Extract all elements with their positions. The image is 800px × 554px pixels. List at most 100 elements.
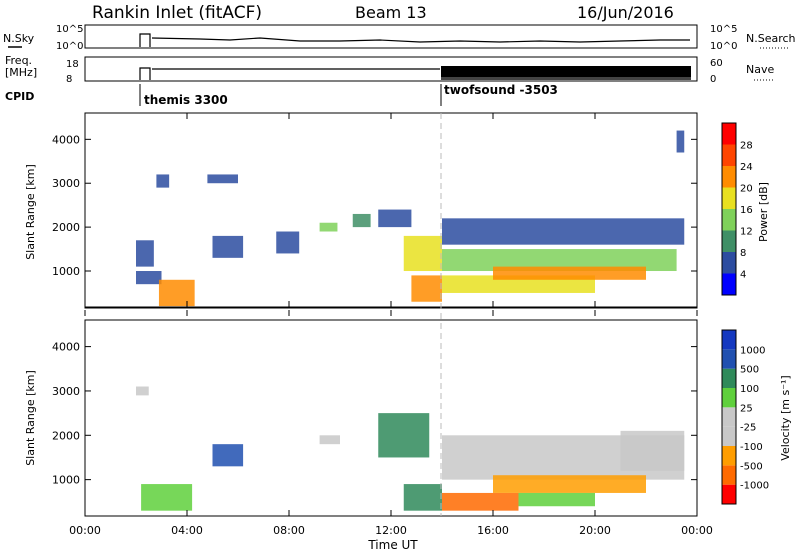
velocity-colorbar: 1000 500 100 25 -25 -100 -500 -1000 xyxy=(721,329,769,505)
x-tick-label: 16:00 xyxy=(477,524,509,537)
colorbar-swatch xyxy=(722,252,736,274)
colorbar-tick-label: 12 xyxy=(740,227,753,238)
heatmap-region xyxy=(518,492,595,507)
cpid-1: themis 3300 xyxy=(144,93,228,107)
heatmap-region xyxy=(319,435,340,445)
velocity-x-ticks: 00:00 04:00 08:00 12:00 16:00 20:00 00:00 xyxy=(69,113,713,537)
colorbar-swatch xyxy=(722,388,736,408)
date-label: 16/Jun/2016 xyxy=(577,3,674,22)
power-colorbar-label: Power [dB] xyxy=(757,182,770,242)
colorbar-tick-label: 8 xyxy=(740,248,746,259)
colorbar-frame xyxy=(721,122,737,296)
power-y-axis-label: Slant Range [km] xyxy=(24,164,37,260)
colorbar-tick-label: 500 xyxy=(740,365,759,376)
nsearch-tick-bottom: 10^0 xyxy=(710,41,737,52)
freq-label-1: Freq. xyxy=(5,54,32,67)
y-tick-label: 4000 xyxy=(52,341,80,354)
freq-tick-top: 18 xyxy=(66,59,79,70)
colorbar-tick-label: -1000 xyxy=(740,481,769,492)
freq-trace xyxy=(139,67,440,80)
freq-tick-bottom: 8 xyxy=(66,74,72,85)
nave-tick-top: 60 xyxy=(710,58,723,69)
nave-label: Nave xyxy=(746,63,774,76)
colorbar-swatch xyxy=(722,484,736,504)
freq-panel-frame xyxy=(84,56,698,82)
colorbar-tick-label: 28 xyxy=(740,141,753,152)
y-tick-label: 1000 xyxy=(52,265,80,278)
nsky-tick-top: 10^5 xyxy=(56,24,83,35)
heatmap-region xyxy=(442,218,685,245)
heatmap-region xyxy=(442,492,519,511)
cpid-label: CPID xyxy=(5,90,34,103)
heatmap-region xyxy=(403,484,442,511)
heatmap-region xyxy=(403,235,442,272)
x-tick-label: 12:00 xyxy=(375,524,407,537)
plot-title: Rankin Inlet (fitACF) xyxy=(92,3,262,23)
nave-dense-band xyxy=(441,66,691,77)
colorbar-swatch xyxy=(722,123,736,145)
y-tick-label: 4000 xyxy=(52,133,80,146)
heatmap-region xyxy=(136,271,162,285)
heatmap-region xyxy=(141,484,193,511)
nsearch-label: N.Search xyxy=(746,32,796,45)
x-tick-label: 00:00 xyxy=(681,524,713,537)
colorbar-swatch xyxy=(722,230,736,252)
x-tick-label: 00:00 xyxy=(69,524,101,537)
heatmap-region xyxy=(156,174,170,188)
colorbar-tick-label: -25 xyxy=(740,423,756,434)
colorbar-tick-label: 4 xyxy=(740,270,746,281)
nsky-tick-bottom: 10^0 xyxy=(56,41,83,52)
colorbar-tick-label: 25 xyxy=(740,403,753,414)
x-axis-label: Time UT xyxy=(367,538,418,552)
y-tick-label: 2000 xyxy=(52,221,80,234)
heatmap-region xyxy=(158,279,195,307)
heatmap-region xyxy=(676,130,685,153)
colorbar-frame xyxy=(721,329,737,505)
heatmap-region xyxy=(319,222,338,232)
velocity-y-axis-label: Slant Range [km] xyxy=(24,370,37,466)
heatmap-region xyxy=(136,240,154,267)
heatmap-region xyxy=(493,475,646,493)
colorbar-tick-label: 100 xyxy=(740,384,759,395)
colorbar-tick-label: -100 xyxy=(740,442,763,453)
colorbar-tick-label: 20 xyxy=(740,184,753,195)
heatmap-region xyxy=(493,266,646,280)
nsky-label: N.Sky xyxy=(3,32,35,45)
nsky-panel-frame xyxy=(84,24,698,49)
colorbar-tick-label: 1000 xyxy=(740,345,765,356)
beam-label: Beam 13 xyxy=(355,3,427,22)
colorbar-tick-label: 24 xyxy=(740,162,753,173)
colorbar-swatch xyxy=(722,209,736,231)
y-tick-label: 2000 xyxy=(52,429,80,442)
heatmap-region xyxy=(442,249,677,272)
heatmap-region xyxy=(212,235,244,258)
heatmap-region xyxy=(136,386,149,396)
heatmap-region xyxy=(378,413,430,458)
heatmap-region xyxy=(378,209,412,228)
nsearch-tick-top: 10^5 xyxy=(710,24,737,35)
colorbar-swatch xyxy=(722,144,736,166)
power-y-ticks: 1000 2000 3000 4000 xyxy=(52,133,697,278)
colorbar-swatch xyxy=(722,407,736,427)
heatmap-region xyxy=(212,444,244,467)
y-tick-label: 3000 xyxy=(52,385,80,398)
x-tick-label: 20:00 xyxy=(579,524,611,537)
heatmap-region xyxy=(411,275,442,302)
velocity-colorbar-label: Velocity [m s⁻¹] xyxy=(779,375,792,460)
heatmap-region xyxy=(620,430,685,471)
colorbar-swatch xyxy=(722,349,736,369)
power-cells xyxy=(136,130,685,307)
colorbar-swatch xyxy=(722,166,736,188)
x-tick-label: 04:00 xyxy=(171,524,203,537)
heatmap-region xyxy=(352,213,371,228)
colorbar-swatch xyxy=(722,426,736,446)
colorbar-swatch xyxy=(722,330,736,350)
colorbar-tick-label: 16 xyxy=(740,205,753,216)
velocity-cells xyxy=(136,386,685,511)
freq-label-2: [MHz] xyxy=(5,66,37,79)
colorbar-tick-label: -500 xyxy=(740,461,763,472)
x-tick-label: 08:00 xyxy=(273,524,305,537)
colorbar-swatch xyxy=(722,368,736,388)
y-tick-label: 3000 xyxy=(52,177,80,190)
